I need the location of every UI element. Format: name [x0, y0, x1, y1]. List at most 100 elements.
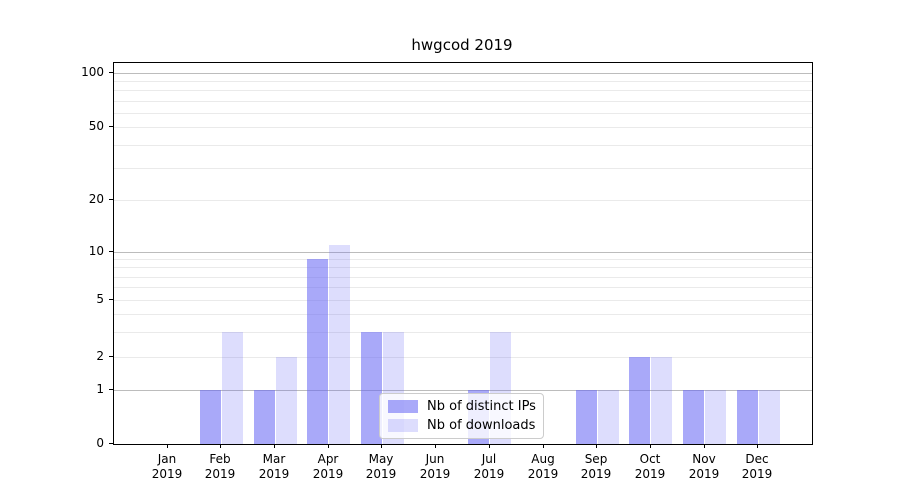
x-tick-label-year: 2019: [741, 467, 773, 481]
x-tick-label-year: 2019: [151, 467, 183, 481]
x-tick-mark-apr: [328, 444, 329, 448]
gridline-y-100: [114, 73, 812, 74]
y-tick-mark-2: [109, 356, 113, 357]
y-tick-label-20: 20: [88, 192, 104, 206]
x-tick-label-oct: Oct 2019: [623, 452, 677, 482]
x-tick-label-year: 2019: [580, 467, 612, 481]
y-tick-mark-20: [109, 199, 113, 200]
x-tick-label-year: 2019: [258, 467, 290, 481]
y-tick-mark-10: [109, 251, 113, 252]
legend-label-downloads: Nb of downloads: [427, 418, 536, 433]
gridline-y-70: [114, 101, 812, 102]
bar-downloads-dec: [759, 390, 780, 444]
y-tick-label-5: 5: [96, 292, 104, 306]
bar-distinct-ips-apr: [307, 259, 328, 444]
bar-downloads-mar: [276, 357, 297, 444]
chart-title: hwgcod 2019: [411, 36, 513, 54]
x-tick-label-year: 2019: [527, 467, 559, 481]
x-tick-mark-mar: [274, 444, 275, 448]
x-tick-label-month: Feb: [209, 452, 231, 466]
x-tick-label-month: Nov: [692, 452, 716, 466]
x-tick-label-year: 2019: [312, 467, 344, 481]
bar-distinct-ips-nov: [683, 390, 704, 444]
gridline-y-5: [114, 300, 812, 301]
x-tick-label-year: 2019: [688, 467, 720, 481]
bar-distinct-ips-may: [361, 332, 382, 444]
gridline-y-50: [114, 127, 812, 128]
gridline-y-60: [114, 113, 812, 114]
y-tick-label-2: 2: [96, 349, 104, 363]
x-tick-label-dec: Dec 2019: [730, 452, 784, 482]
x-tick-label-year: 2019: [473, 467, 505, 481]
y-tick-mark-5: [109, 299, 113, 300]
y-tick-mark-50: [109, 126, 113, 127]
gridline-y-20: [114, 200, 812, 201]
legend-swatch-distinct-ips-icon: [388, 400, 418, 413]
x-tick-label-month: Oct: [639, 452, 661, 466]
x-tick-mark-feb: [220, 444, 221, 448]
bar-downloads-feb: [222, 332, 243, 444]
gridline-y-40: [114, 145, 812, 146]
gridline-y-10: [114, 252, 812, 253]
gridline-y-80: [114, 90, 812, 91]
x-tick-mark-jul: [489, 444, 490, 448]
x-tick-mark-oct: [650, 444, 651, 448]
x-tick-label-jul: Jul 2019: [462, 452, 516, 482]
y-tick-label-100: 100: [81, 65, 104, 79]
x-tick-mark-sep: [596, 444, 597, 448]
bar-distinct-ips-oct: [629, 357, 650, 444]
y-tick-label-1: 1: [96, 382, 104, 396]
x-tick-label-sep: Sep 2019: [569, 452, 623, 482]
gridline-y-6: [114, 287, 812, 288]
x-tick-label-month: May: [368, 452, 394, 466]
x-tick-label-year: 2019: [365, 467, 397, 481]
gridline-y-7: [114, 277, 812, 278]
x-tick-label-month: Dec: [745, 452, 769, 466]
bar-distinct-ips-sep: [576, 390, 597, 444]
bar-downloads-nov: [705, 390, 726, 444]
legend-swatch-downloads-icon: [388, 419, 418, 432]
x-tick-mark-jan: [167, 444, 168, 448]
y-tick-label-50: 50: [88, 119, 104, 133]
gridline-y-90: [114, 81, 812, 82]
x-tick-label-apr: Apr 2019: [301, 452, 355, 482]
bar-distinct-ips-feb: [200, 390, 221, 444]
x-tick-label-month: Apr: [317, 452, 339, 466]
x-tick-label-mar: Mar 2019: [247, 452, 301, 482]
x-tick-label-month: Jun: [425, 452, 445, 466]
x-tick-label-year: 2019: [419, 467, 451, 481]
x-tick-label-jan: Jan 2019: [140, 452, 194, 482]
y-tick-label-0: 0: [96, 436, 104, 450]
gridline-y-3: [114, 332, 812, 333]
x-tick-mark-may: [381, 444, 382, 448]
x-tick-label-may: May 2019: [354, 452, 408, 482]
bar-distinct-ips-mar: [254, 390, 275, 444]
legend-label-distinct-ips: Nb of distinct IPs: [427, 399, 536, 414]
y-tick-mark-0: [109, 443, 113, 444]
legend: Nb of distinct IPs Nb of downloads: [379, 393, 544, 439]
y-tick-label-10: 10: [88, 244, 104, 258]
y-tick-mark-1: [109, 389, 113, 390]
x-tick-mark-dec: [757, 444, 758, 448]
x-tick-label-month: Jul: [481, 452, 497, 466]
x-tick-label-year: 2019: [204, 467, 236, 481]
x-tick-label-month: Sep: [584, 452, 608, 466]
bar-downloads-oct: [651, 357, 672, 444]
x-tick-label-month: Aug: [531, 452, 555, 466]
gridline-y-4: [114, 314, 812, 315]
x-tick-label-month: Jan: [157, 452, 177, 466]
gridline-y-8: [114, 267, 812, 268]
bar-distinct-ips-dec: [737, 390, 758, 444]
x-tick-label-month: Mar: [262, 452, 286, 466]
legend-item-downloads: Nb of downloads: [388, 418, 535, 433]
gridline-y-9: [114, 259, 812, 260]
bar-downloads-sep: [598, 390, 619, 444]
x-tick-label-nov: Nov 2019: [677, 452, 731, 482]
x-tick-mark-aug: [543, 444, 544, 448]
legend-item-distinct-ips: Nb of distinct IPs: [388, 399, 536, 414]
gridline-y-2: [114, 357, 812, 358]
x-tick-label-year: 2019: [634, 467, 666, 481]
bar-downloads-apr: [329, 245, 350, 444]
y-tick-mark-100: [109, 72, 113, 73]
